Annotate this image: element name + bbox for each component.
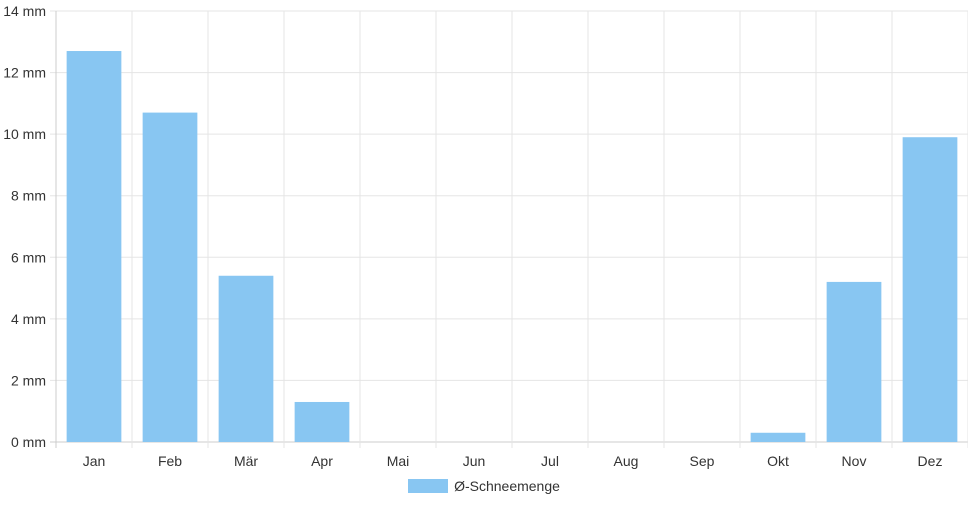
x-tick-label: Nov — [842, 453, 867, 469]
x-tick-label: Sep — [690, 453, 715, 469]
y-tick-label: 4 mm — [11, 311, 46, 327]
x-tick-label: Mär — [234, 453, 258, 469]
y-tick-label: 6 mm — [11, 249, 46, 265]
x-tick-label: Jun — [463, 453, 486, 469]
x-tick-label: Dez — [918, 453, 943, 469]
bar-nov[interactable] — [826, 281, 882, 442]
x-tick-label: Jul — [541, 453, 559, 469]
y-tick-label: 12 mm — [3, 65, 46, 81]
bar-jan[interactable] — [66, 51, 122, 443]
bar-okt[interactable] — [750, 432, 806, 442]
legend[interactable]: Ø-Schneemenge — [0, 478, 968, 494]
x-tick-label: Mai — [387, 453, 410, 469]
x-tick-label: Okt — [767, 453, 789, 469]
y-tick-label: 0 mm — [11, 434, 46, 450]
x-tick-label: Apr — [311, 453, 333, 469]
x-tick-label: Aug — [614, 453, 639, 469]
y-tick-label: 2 mm — [11, 372, 46, 388]
y-tick-label: 8 mm — [11, 188, 46, 204]
bar-apr[interactable] — [294, 401, 350, 442]
y-tick-label: 10 mm — [3, 126, 46, 142]
legend-label: Ø-Schneemenge — [454, 478, 560, 494]
y-tick-label: 14 mm — [3, 3, 46, 19]
bar-dez[interactable] — [902, 137, 958, 442]
bar-feb[interactable] — [142, 112, 198, 442]
y-axis-ticks: 0 mm 2 mm 4 mm 6 mm 8 mm 10 mm 12 mm 14 mm — [3, 3, 46, 450]
bar-mär[interactable] — [218, 275, 274, 442]
legend-swatch — [408, 479, 449, 493]
x-tick-label: Feb — [158, 453, 182, 469]
bars — [66, 51, 958, 443]
grid-lines — [50, 10, 968, 448]
x-axis-ticks: Jan Feb Mär Apr Mai Jun Jul Aug Sep Okt Nov Dez — [83, 453, 943, 469]
x-tick-label: Jan — [83, 453, 106, 469]
